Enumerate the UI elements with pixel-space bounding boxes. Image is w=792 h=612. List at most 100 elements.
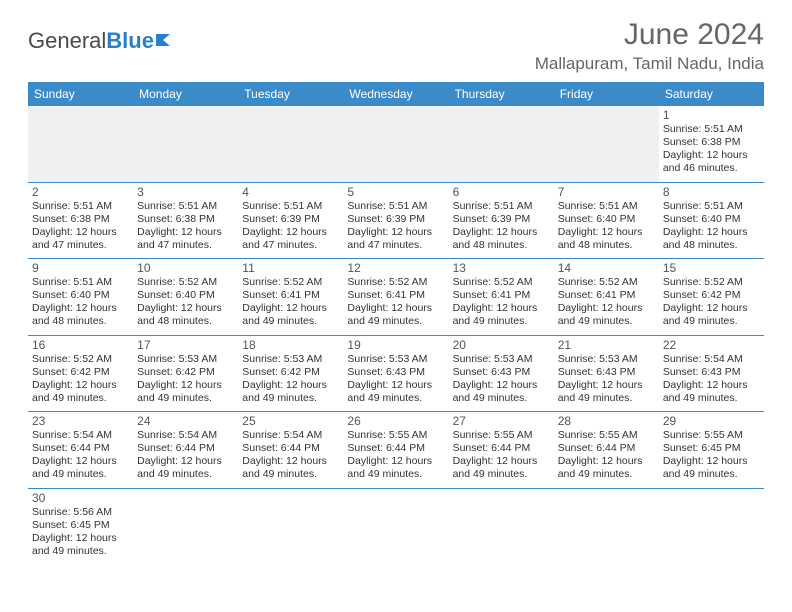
calendar-day-cell: 9Sunrise: 5:51 AMSunset: 6:40 PMDaylight… <box>28 259 133 336</box>
day-number: 8 <box>663 185 760 199</box>
calendar-day-cell: 15Sunrise: 5:52 AMSunset: 6:42 PMDayligh… <box>659 259 764 336</box>
day-number: 2 <box>32 185 129 199</box>
calendar-day-cell: 26Sunrise: 5:55 AMSunset: 6:44 PMDayligh… <box>343 412 448 489</box>
day-number: 3 <box>137 185 234 199</box>
calendar-day-cell: 20Sunrise: 5:53 AMSunset: 6:43 PMDayligh… <box>449 335 554 412</box>
calendar-day-cell: 2Sunrise: 5:51 AMSunset: 6:38 PMDaylight… <box>28 182 133 259</box>
day-details: Sunrise: 5:52 AMSunset: 6:42 PMDaylight:… <box>663 276 760 329</box>
calendar-week-row: 9Sunrise: 5:51 AMSunset: 6:40 PMDaylight… <box>28 259 764 336</box>
day-number: 6 <box>453 185 550 199</box>
day-number: 25 <box>242 414 339 428</box>
day-details: Sunrise: 5:51 AMSunset: 6:39 PMDaylight:… <box>347 200 444 253</box>
calendar-empty-cell <box>343 106 448 182</box>
day-details: Sunrise: 5:55 AMSunset: 6:44 PMDaylight:… <box>453 429 550 482</box>
day-details: Sunrise: 5:51 AMSunset: 6:38 PMDaylight:… <box>32 200 129 253</box>
day-number: 14 <box>558 261 655 275</box>
calendar-empty-cell <box>28 106 133 182</box>
weekday-header-row: SundayMondayTuesdayWednesdayThursdayFrid… <box>28 82 764 106</box>
day-details: Sunrise: 5:54 AMSunset: 6:44 PMDaylight:… <box>242 429 339 482</box>
day-details: Sunrise: 5:55 AMSunset: 6:45 PMDaylight:… <box>663 429 760 482</box>
day-details: Sunrise: 5:51 AMSunset: 6:38 PMDaylight:… <box>663 123 760 176</box>
calendar-day-cell: 7Sunrise: 5:51 AMSunset: 6:40 PMDaylight… <box>554 182 659 259</box>
day-details: Sunrise: 5:52 AMSunset: 6:41 PMDaylight:… <box>242 276 339 329</box>
calendar-day-cell: 22Sunrise: 5:54 AMSunset: 6:43 PMDayligh… <box>659 335 764 412</box>
weekday-header: Thursday <box>449 82 554 106</box>
calendar-day-cell: 1Sunrise: 5:51 AMSunset: 6:38 PMDaylight… <box>659 106 764 182</box>
day-number: 24 <box>137 414 234 428</box>
day-number: 29 <box>663 414 760 428</box>
brand-part2: Blue <box>106 28 154 54</box>
day-number: 23 <box>32 414 129 428</box>
day-number: 17 <box>137 338 234 352</box>
calendar-day-cell: 27Sunrise: 5:55 AMSunset: 6:44 PMDayligh… <box>449 412 554 489</box>
day-details: Sunrise: 5:54 AMSunset: 6:43 PMDaylight:… <box>663 353 760 406</box>
calendar-empty-cell <box>133 488 238 564</box>
calendar-day-cell: 19Sunrise: 5:53 AMSunset: 6:43 PMDayligh… <box>343 335 448 412</box>
calendar-day-cell: 21Sunrise: 5:53 AMSunset: 6:43 PMDayligh… <box>554 335 659 412</box>
day-details: Sunrise: 5:55 AMSunset: 6:44 PMDaylight:… <box>558 429 655 482</box>
day-details: Sunrise: 5:54 AMSunset: 6:44 PMDaylight:… <box>137 429 234 482</box>
weekday-header: Friday <box>554 82 659 106</box>
day-details: Sunrise: 5:51 AMSunset: 6:39 PMDaylight:… <box>453 200 550 253</box>
weekday-header: Wednesday <box>343 82 448 106</box>
calendar-empty-cell <box>449 488 554 564</box>
calendar-week-row: 2Sunrise: 5:51 AMSunset: 6:38 PMDaylight… <box>28 182 764 259</box>
weekday-header: Saturday <box>659 82 764 106</box>
calendar-day-cell: 11Sunrise: 5:52 AMSunset: 6:41 PMDayligh… <box>238 259 343 336</box>
calendar-day-cell: 3Sunrise: 5:51 AMSunset: 6:38 PMDaylight… <box>133 182 238 259</box>
calendar-empty-cell <box>238 488 343 564</box>
day-details: Sunrise: 5:51 AMSunset: 6:40 PMDaylight:… <box>558 200 655 253</box>
day-details: Sunrise: 5:53 AMSunset: 6:43 PMDaylight:… <box>558 353 655 406</box>
month-title: June 2024 <box>535 18 764 52</box>
title-block: June 2024 Mallapuram, Tamil Nadu, India <box>535 18 764 74</box>
day-number: 10 <box>137 261 234 275</box>
calendar-day-cell: 10Sunrise: 5:52 AMSunset: 6:40 PMDayligh… <box>133 259 238 336</box>
day-details: Sunrise: 5:51 AMSunset: 6:40 PMDaylight:… <box>663 200 760 253</box>
calendar-day-cell: 14Sunrise: 5:52 AMSunset: 6:41 PMDayligh… <box>554 259 659 336</box>
brand-part1: General <box>28 28 106 54</box>
calendar-empty-cell <box>343 488 448 564</box>
day-details: Sunrise: 5:52 AMSunset: 6:40 PMDaylight:… <box>137 276 234 329</box>
day-number: 18 <box>242 338 339 352</box>
day-number: 5 <box>347 185 444 199</box>
day-details: Sunrise: 5:55 AMSunset: 6:44 PMDaylight:… <box>347 429 444 482</box>
day-details: Sunrise: 5:51 AMSunset: 6:40 PMDaylight:… <box>32 276 129 329</box>
day-number: 9 <box>32 261 129 275</box>
calendar-empty-cell <box>238 106 343 182</box>
day-details: Sunrise: 5:52 AMSunset: 6:42 PMDaylight:… <box>32 353 129 406</box>
location-text: Mallapuram, Tamil Nadu, India <box>535 54 764 74</box>
day-details: Sunrise: 5:53 AMSunset: 6:42 PMDaylight:… <box>137 353 234 406</box>
day-number: 30 <box>32 491 129 505</box>
calendar-empty-cell <box>554 488 659 564</box>
calendar-day-cell: 25Sunrise: 5:54 AMSunset: 6:44 PMDayligh… <box>238 412 343 489</box>
calendar-week-row: 23 Sunrise: 5:54 AMSunset: 6:44 PMDayligh… <box>28 412 764 489</box>
day-number: 20 <box>453 338 550 352</box>
calendar-day-cell: 30Sunrise: 5:56 AMSunset: 6:45 PMDayligh… <box>28 488 133 564</box>
day-details: Sunrise: 5:52 AMSunset: 6:41 PMDaylight:… <box>453 276 550 329</box>
day-number: 11 <box>242 261 339 275</box>
calendar-day-cell: 23Sunrise: 5:54 AMSunset: 6:44 PMDayligh… <box>28 412 133 489</box>
calendar-empty-cell <box>659 488 764 564</box>
calendar-day-cell: 8Sunrise: 5:51 AMSunset: 6:40 PMDaylight… <box>659 182 764 259</box>
day-number: 28 <box>558 414 655 428</box>
day-details: Sunrise: 5:51 AMSunset: 6:39 PMDaylight:… <box>242 200 339 253</box>
calendar-week-row: 16Sunrise: 5:52 AMSunset: 6:42 PMDayligh… <box>28 335 764 412</box>
calendar-day-cell: 12Sunrise: 5:52 AMSunset: 6:41 PMDayligh… <box>343 259 448 336</box>
day-details: Sunrise: 5:53 AMSunset: 6:43 PMDaylight:… <box>453 353 550 406</box>
day-number: 16 <box>32 338 129 352</box>
flag-icon <box>156 32 176 48</box>
calendar-day-cell: 17Sunrise: 5:53 AMSunset: 6:42 PMDayligh… <box>133 335 238 412</box>
calendar-day-cell: 13Sunrise: 5:52 AMSunset: 6:41 PMDayligh… <box>449 259 554 336</box>
calendar-day-cell: 6Sunrise: 5:51 AMSunset: 6:39 PMDaylight… <box>449 182 554 259</box>
day-number: 27 <box>453 414 550 428</box>
day-number: 4 <box>242 185 339 199</box>
weekday-header: Tuesday <box>238 82 343 106</box>
calendar-empty-cell <box>133 106 238 182</box>
day-number: 13 <box>453 261 550 275</box>
weekday-header: Monday <box>133 82 238 106</box>
day-number: 19 <box>347 338 444 352</box>
calendar-empty-cell <box>554 106 659 182</box>
day-details: Sunrise: 5:51 AMSunset: 6:38 PMDaylight:… <box>137 200 234 253</box>
day-details: Sunrise: 5:52 AMSunset: 6:41 PMDaylight:… <box>347 276 444 329</box>
calendar-empty-cell <box>449 106 554 182</box>
